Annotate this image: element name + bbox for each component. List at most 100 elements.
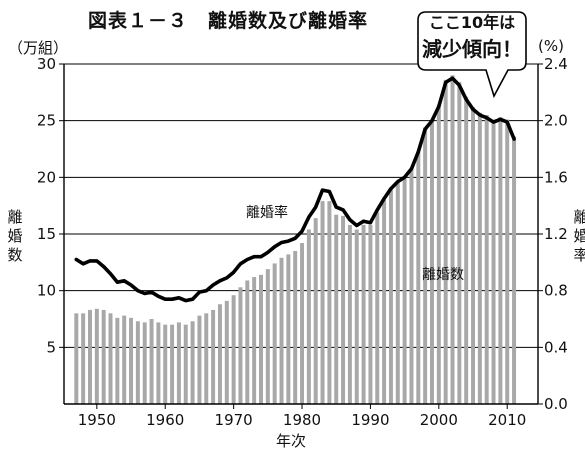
- bar: [272, 263, 277, 404]
- bar: [334, 214, 339, 404]
- x-tick-label: 1960: [146, 411, 184, 429]
- bar: [238, 287, 243, 404]
- bar: [265, 269, 270, 404]
- rate-series-annotation: 離婚率: [246, 205, 288, 221]
- bar: [122, 315, 127, 404]
- bar: [231, 295, 236, 404]
- bar: [477, 112, 482, 404]
- left-tick-label: 25: [37, 112, 56, 130]
- callout-bubble: [417, 11, 527, 99]
- bar: [327, 201, 332, 404]
- right-axis-label-char: 離: [573, 208, 585, 226]
- bar: [170, 324, 175, 404]
- bar: [361, 224, 366, 404]
- bar: [293, 251, 298, 404]
- bar: [190, 321, 195, 404]
- divorce-chart: 5 10 15 20 25 30 0.0 0.4 0.8 1.2 1.6 2.0 2.4 1950 1960…: [37, 11, 568, 429]
- x-tick-label: 2010: [488, 411, 526, 429]
- bar: [245, 280, 250, 404]
- left-axis-label-char: 離: [7, 208, 23, 226]
- bar: [354, 229, 359, 404]
- bar: [101, 309, 106, 404]
- bar: [135, 321, 140, 404]
- bar: [217, 304, 222, 404]
- left-tick-label: 15: [37, 225, 56, 243]
- left-axis-label-char: 数: [7, 246, 23, 264]
- bar: [443, 79, 448, 404]
- bar: [382, 200, 387, 404]
- bar: [176, 322, 181, 404]
- bar: [115, 317, 120, 404]
- bar: [375, 212, 380, 404]
- bar: [74, 313, 79, 404]
- bar: [81, 313, 86, 404]
- bar: [423, 127, 428, 404]
- bar: [436, 104, 441, 405]
- right-axis-label: 離婚率: [572, 208, 585, 265]
- bar: [149, 319, 154, 404]
- bar: [204, 313, 209, 404]
- bar: [88, 309, 92, 404]
- chart-title: 図表１－３ 離婚数及び離婚率: [88, 10, 369, 32]
- bar: [512, 136, 517, 405]
- bar: [313, 218, 318, 404]
- bar: [429, 119, 434, 405]
- bar: [129, 317, 134, 404]
- x-tick-label: 1950: [78, 411, 116, 429]
- bar: [320, 201, 325, 404]
- bar: [108, 313, 113, 404]
- bar: [464, 96, 469, 404]
- x-tick-label: 1980: [283, 411, 321, 429]
- bar: [183, 324, 188, 404]
- left-axis-label: 離婚数: [6, 208, 24, 265]
- left-axis-unit: （万組）: [8, 39, 69, 57]
- bar: [142, 322, 147, 404]
- bar: [505, 119, 510, 405]
- x-tick-label: 1990: [351, 411, 389, 429]
- left-tick-label: 5: [46, 338, 56, 356]
- x-tick-label: 2000: [420, 411, 458, 429]
- left-tick-label: 10: [37, 282, 56, 300]
- right-axis-unit: (%): [538, 37, 564, 55]
- bar: [416, 151, 421, 404]
- bar: [347, 224, 352, 404]
- bar: [197, 315, 202, 404]
- bar: [163, 324, 168, 404]
- callout-line-1: ここ10年は: [428, 13, 516, 32]
- count-series-annotation: 離婚数: [422, 267, 464, 283]
- right-tick-label: 0.0: [544, 395, 568, 413]
- bar: [300, 243, 305, 404]
- bar: [471, 107, 476, 405]
- left-tick-label: 20: [37, 168, 56, 186]
- bar: [341, 215, 346, 404]
- bar: [279, 257, 284, 404]
- right-axis-label-char: 婚: [573, 227, 585, 245]
- callout-text: ここ10年は 減少傾向！: [418, 10, 526, 62]
- bar: [252, 277, 257, 404]
- bar: [409, 169, 414, 404]
- x-tick-label: 1970: [215, 411, 253, 429]
- bar: [402, 178, 407, 404]
- right-tick-label: 1.6: [544, 168, 568, 186]
- bar: [259, 274, 263, 404]
- bar: [484, 115, 489, 404]
- right-tick-label: 2.0: [544, 112, 568, 130]
- bar: [491, 119, 496, 405]
- bar: [498, 117, 503, 405]
- rate-line: [74, 76, 516, 303]
- bar: [457, 82, 462, 404]
- right-tick-label: 0.4: [544, 338, 568, 356]
- right-tick-label: 1.2: [544, 225, 568, 243]
- right-tick-label: 2.4: [544, 55, 568, 73]
- bar: [94, 308, 99, 404]
- bar: [450, 75, 455, 404]
- right-axis-label-char: 率: [573, 246, 585, 264]
- bar: [368, 224, 373, 404]
- right-tick-label: 0.8: [544, 282, 568, 300]
- left-tick-label: 30: [37, 55, 56, 73]
- bar: [211, 309, 216, 404]
- callout-line-2: 減少傾向！: [422, 37, 522, 61]
- bar: [156, 322, 161, 404]
- bar: [224, 300, 229, 404]
- left-axis-label-char: 婚: [7, 227, 23, 245]
